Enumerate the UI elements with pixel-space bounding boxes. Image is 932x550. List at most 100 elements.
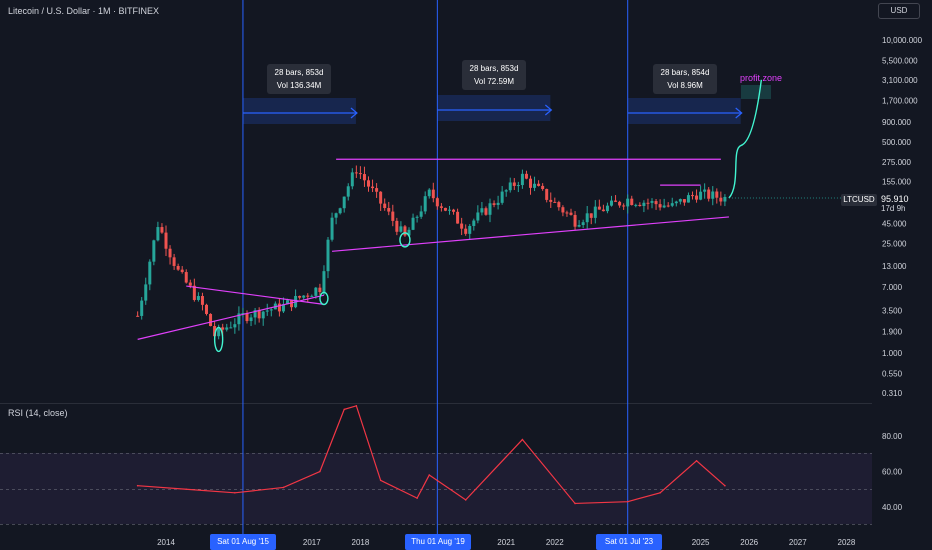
- candle-body: [577, 225, 581, 227]
- rsi-band: [0, 453, 872, 524]
- candle-body: [524, 173, 528, 179]
- candle-body: [354, 172, 358, 174]
- candle-body: [533, 183, 537, 188]
- pane-separator: [0, 403, 872, 404]
- candle-body: [342, 196, 346, 209]
- candle-body: [367, 180, 370, 187]
- profit-zone-box: [741, 85, 771, 99]
- rsi-point: [428, 474, 431, 476]
- price-scale-label: 155.000: [882, 178, 911, 187]
- candle-body: [322, 271, 326, 293]
- price-scale-label: 0.310: [882, 389, 903, 398]
- rsi-point: [234, 492, 236, 494]
- candle-body: [419, 211, 423, 217]
- candle-body: [695, 195, 699, 200]
- support-trendline-main: [331, 216, 730, 252]
- rsi-title[interactable]: RSI (14, close): [8, 408, 68, 418]
- candle-body: [371, 186, 375, 189]
- candle-body: [314, 287, 318, 296]
- price-scale-label: 10,000.000: [882, 36, 923, 45]
- candle-body: [298, 295, 302, 298]
- range-box-3: [627, 98, 741, 124]
- candle-body: [723, 196, 727, 202]
- candle-body: [286, 300, 289, 305]
- candle-body: [557, 202, 561, 208]
- projection-curve: [728, 79, 763, 199]
- candle-body: [597, 206, 601, 210]
- range-info-box-2: 28 bars, 853d Vol 72.59M: [462, 60, 526, 90]
- candle-body: [589, 213, 593, 218]
- candle-body: [500, 191, 504, 203]
- candle-body: [443, 207, 447, 211]
- candle-body: [715, 191, 719, 198]
- bottom-marker-2015: [213, 326, 224, 353]
- rsi-point: [282, 486, 285, 489]
- candle-body: [569, 212, 573, 215]
- candle-body: [302, 295, 306, 298]
- time-axis-label: 2018: [352, 538, 370, 547]
- rsi-point: [379, 479, 382, 482]
- candle-body: [427, 189, 431, 197]
- range-vol-label-1: Vol 136.34M: [276, 81, 322, 90]
- candle-body: [601, 209, 605, 212]
- candle-body: [674, 201, 678, 204]
- candle-body: [213, 326, 217, 337]
- candle-body: [618, 201, 622, 206]
- profit-zone-label: profit zone: [740, 73, 783, 83]
- currency-button[interactable]: USD: [878, 3, 920, 19]
- candle-body: [229, 327, 233, 329]
- rsi-point: [574, 502, 576, 505]
- time-axis-label: 2021: [497, 538, 515, 547]
- range-info-box-1: 28 bars, 853d Vol 136.34M: [267, 64, 331, 94]
- candle-body: [573, 214, 577, 227]
- candle-body: [387, 208, 391, 212]
- range-bars-label-2: 28 bars, 853d: [469, 64, 519, 73]
- candle-body: [670, 203, 674, 206]
- candle-body: [472, 220, 476, 226]
- candle-body: [622, 205, 626, 207]
- candle-body: [330, 217, 334, 240]
- symbol-title[interactable]: Litecoin / U.S. Dollar · 1M · BITFINEX: [8, 6, 160, 16]
- cycle-date-tag-2: Thu 01 Aug '19: [405, 534, 471, 550]
- last-price-value: 95.910: [881, 194, 909, 204]
- range-arrowhead-1: [350, 107, 358, 119]
- candle-body: [662, 205, 666, 208]
- candle-body: [217, 327, 221, 337]
- candle-body: [666, 205, 670, 207]
- candle-body: [200, 296, 204, 305]
- candle-body: [719, 197, 723, 202]
- rsi-point: [521, 438, 524, 441]
- candle-body: [448, 209, 451, 211]
- candle-body: [610, 200, 613, 206]
- candle-body: [192, 285, 196, 300]
- candle-body: [196, 296, 200, 300]
- candle-body: [642, 202, 646, 207]
- price-scale-label: 275.000: [882, 158, 911, 167]
- candle-body: [245, 312, 249, 322]
- rsi-point: [136, 484, 139, 487]
- candle-body: [541, 185, 545, 190]
- candle-body: [678, 199, 682, 202]
- rsi-point: [185, 488, 188, 491]
- time-axis-label: 2017: [303, 538, 321, 547]
- candle-body: [310, 295, 314, 297]
- bottom-marker-2018: [399, 232, 411, 248]
- price-scale-label: 1.900: [882, 327, 903, 336]
- candle-body: [545, 189, 549, 200]
- cycle-date-tag-1: Sat 01 Aug '15: [210, 534, 276, 550]
- time-axis-label: 2025: [692, 538, 710, 547]
- candle-body: [375, 188, 379, 192]
- candle-body: [638, 204, 642, 207]
- range-vol-label-2: Vol 72.59M: [473, 77, 515, 86]
- candle-body: [209, 313, 213, 327]
- candle-body: [516, 185, 520, 187]
- candle-body: [172, 257, 176, 266]
- candle-body: [338, 208, 342, 214]
- range-vol-label-3: Vol 8.96M: [667, 81, 703, 90]
- candle-body: [423, 196, 427, 212]
- rsi-point: [695, 460, 698, 462]
- candle-body: [537, 183, 541, 186]
- candle-body: [634, 204, 638, 206]
- candle-body: [553, 201, 557, 203]
